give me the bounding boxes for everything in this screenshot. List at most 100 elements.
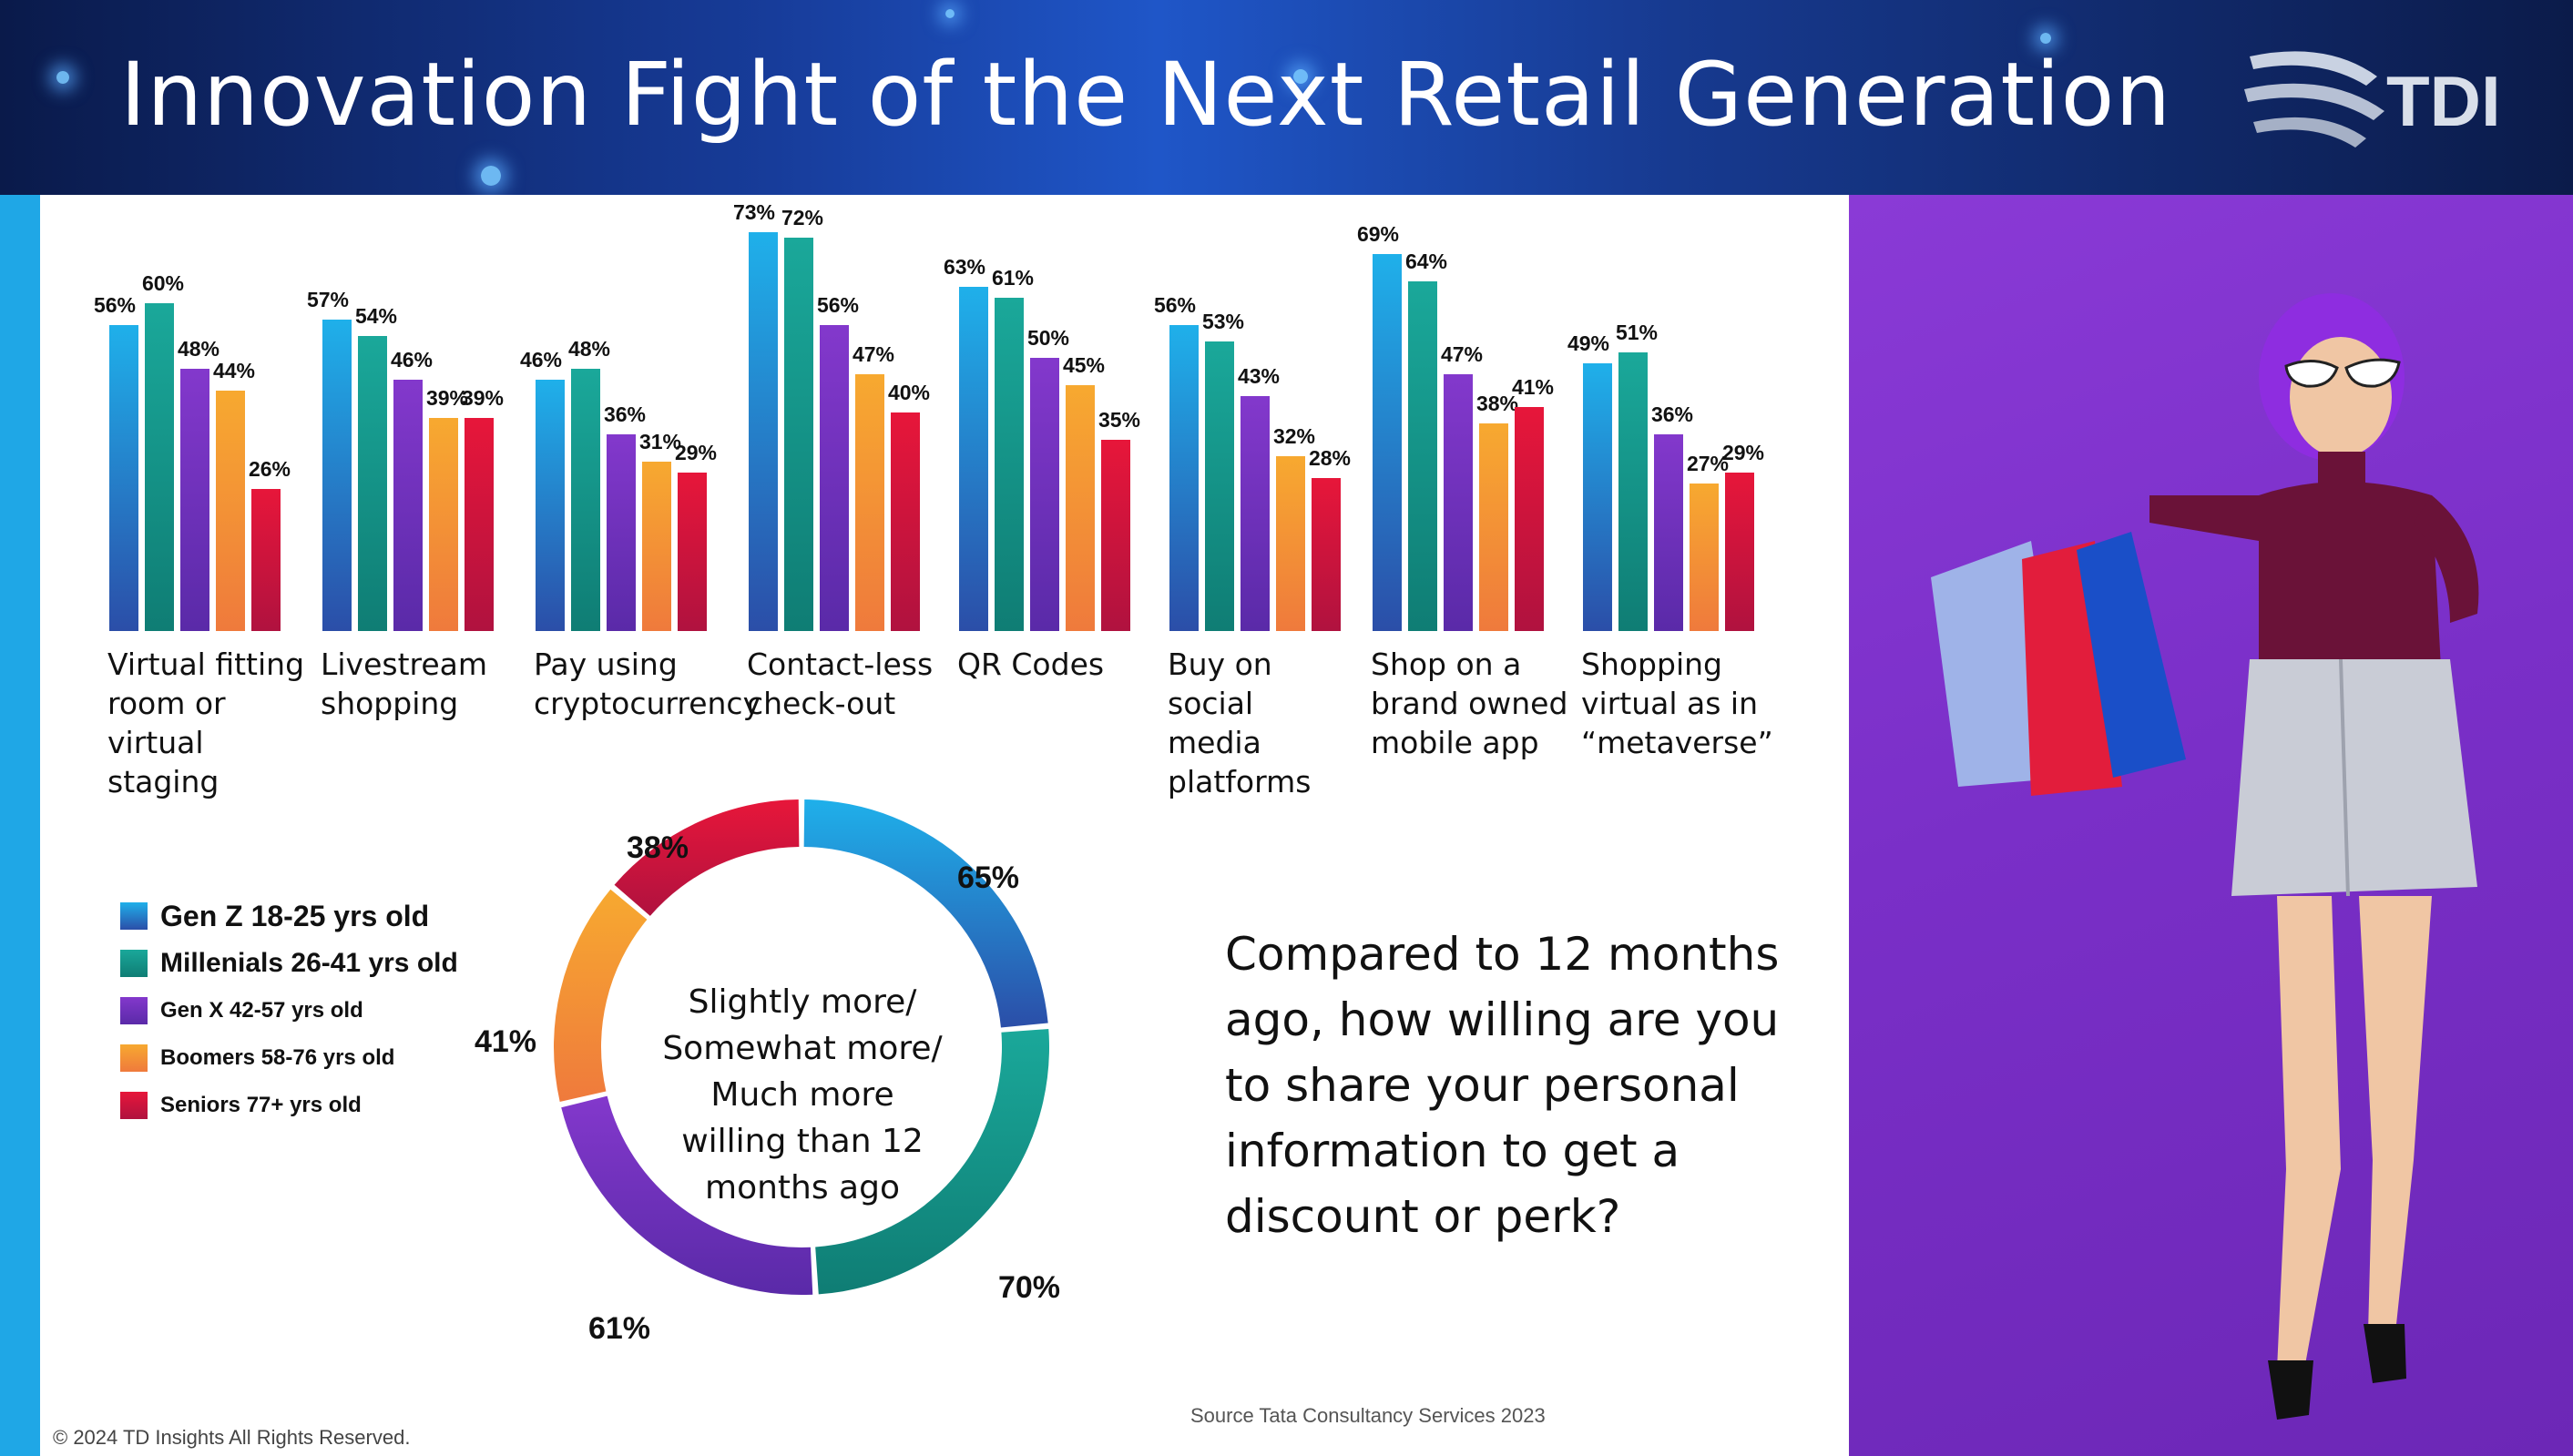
legend-swatch bbox=[120, 902, 148, 930]
shopper-photo bbox=[1849, 195, 2573, 1456]
category-label: Shop on a brand owned mobile app bbox=[1371, 647, 1568, 760]
bar bbox=[995, 298, 1024, 631]
bar bbox=[1241, 396, 1270, 631]
donut-center-label: Slightly more/Somewhat more/Much more wil… bbox=[658, 979, 947, 1211]
bar-value-label: 72% bbox=[781, 206, 823, 229]
donut-slice bbox=[561, 1095, 813, 1295]
category-label: Contact-less check-out bbox=[747, 647, 934, 721]
decorative-glow bbox=[56, 71, 69, 84]
accent-strip bbox=[0, 0, 40, 1456]
bar-value-label: 29% bbox=[675, 441, 717, 464]
bar-value-label: 56% bbox=[1154, 293, 1196, 317]
bar-value-label: 69% bbox=[1357, 222, 1399, 246]
legend: Gen Z 18-25 yrs old Millenials 26-41 yrs … bbox=[120, 892, 458, 1129]
survey-question: Compared to 12 months ago, how willing a… bbox=[1225, 928, 1780, 1243]
logo-text: TDI bbox=[2386, 61, 2501, 141]
bar bbox=[358, 336, 387, 631]
bar bbox=[429, 418, 458, 631]
bar bbox=[1205, 341, 1234, 631]
bar-value-label: 48% bbox=[178, 337, 220, 361]
bar-value-label: 56% bbox=[817, 293, 859, 317]
top-shape bbox=[2259, 482, 2441, 677]
legend-item: Gen Z 18-25 yrs old bbox=[120, 892, 458, 940]
bar-value-label: 46% bbox=[391, 348, 433, 372]
bar-value-label: 41% bbox=[1512, 375, 1554, 399]
bar bbox=[1479, 423, 1508, 631]
donut-slice-label: 61% bbox=[588, 1311, 650, 1346]
legend-item: Boomers 58-76 yrs old bbox=[120, 1034, 458, 1082]
bar-value-label: 53% bbox=[1202, 310, 1244, 333]
donut-slice bbox=[803, 799, 1048, 1028]
bar bbox=[1373, 254, 1402, 631]
legend-item: Millenials 26-41 yrs old bbox=[120, 940, 458, 987]
bar bbox=[465, 418, 494, 631]
donut-slice-label: 38% bbox=[627, 830, 689, 865]
bar bbox=[1515, 407, 1544, 631]
bar bbox=[145, 303, 174, 631]
bar bbox=[1101, 440, 1130, 631]
bar-value-label: 36% bbox=[1651, 402, 1693, 426]
category-label: Buy on social media platforms bbox=[1168, 647, 1312, 799]
bar bbox=[1312, 478, 1341, 631]
bar bbox=[393, 380, 423, 631]
bar bbox=[959, 287, 988, 631]
legend-label: Millenials 26-41 yrs old bbox=[160, 948, 458, 978]
donut-slice bbox=[815, 1028, 1049, 1295]
donut-center-line: Slightly more/ bbox=[688, 983, 917, 1021]
bar-value-label: 50% bbox=[1027, 326, 1069, 350]
legend-label: Boomers 58-76 yrs old bbox=[160, 1045, 395, 1070]
survey-chart: 56%60%48%44%26%57%54%46%39%39%46% 48%36%3… bbox=[94, 200, 1764, 1346]
bar-value-label: 32% bbox=[1273, 424, 1315, 448]
legend-item: Seniors 77+ yrs old bbox=[120, 1082, 458, 1129]
bar bbox=[1444, 374, 1473, 631]
bar bbox=[1276, 456, 1305, 631]
bar-value-label: 57% bbox=[307, 288, 349, 311]
decorative-glow bbox=[2040, 33, 2051, 44]
bar-value-label: 47% bbox=[853, 342, 894, 366]
bar-value-label: 46% bbox=[520, 348, 562, 372]
bar-value-label: 29% bbox=[1722, 441, 1764, 464]
donut-center-line: Somewhat more/ bbox=[662, 1030, 943, 1067]
decorative-glow bbox=[1293, 69, 1308, 84]
category-label: Shopping virtual as in “metaverse” bbox=[1581, 647, 1773, 760]
bar-value-label: 60% bbox=[142, 271, 184, 295]
bar bbox=[642, 462, 671, 631]
bar-value-label: 38% bbox=[1476, 392, 1518, 415]
decorative-glow bbox=[481, 166, 501, 186]
bar-value-label: 45% bbox=[1063, 353, 1105, 377]
right-arm-shape bbox=[2414, 495, 2479, 623]
bar bbox=[536, 380, 565, 631]
bar bbox=[1408, 281, 1437, 631]
bar bbox=[1654, 434, 1683, 631]
donut-slice-label: 41% bbox=[475, 1024, 536, 1059]
legend-label: Gen X 42-57 yrs old bbox=[160, 998, 363, 1023]
bar bbox=[1583, 363, 1612, 631]
bar-value-label: 28% bbox=[1309, 446, 1351, 470]
bar bbox=[820, 325, 849, 631]
category-label: Virtual fitting room or virtual staging bbox=[107, 647, 305, 799]
category-label: Pay using cryptocurrency bbox=[534, 647, 761, 721]
category-label: Livestream shopping bbox=[321, 647, 488, 721]
right-shoe-shape bbox=[2364, 1324, 2406, 1383]
face-shape bbox=[2290, 337, 2392, 457]
left-leg-shape bbox=[2277, 896, 2341, 1369]
bar-value-label: 36% bbox=[604, 402, 646, 426]
bar-value-label: 64% bbox=[1405, 249, 1447, 273]
bar bbox=[1066, 385, 1095, 631]
bar bbox=[784, 238, 813, 631]
donut-center-line: willing than 12 bbox=[681, 1123, 924, 1160]
bar bbox=[1169, 325, 1199, 631]
bar bbox=[322, 320, 352, 631]
left-shoe-shape bbox=[2268, 1360, 2313, 1420]
bar-value-label: 54% bbox=[355, 304, 397, 328]
bag-blue-dark bbox=[2077, 532, 2186, 778]
bar bbox=[251, 489, 281, 631]
bar-chart: 56%60%48%44%26%57%54%46%39%39%46% 48%36%3… bbox=[94, 200, 1764, 631]
page-title: Innovation Fight of the Next Retail Gene… bbox=[120, 44, 2172, 146]
bar bbox=[1690, 484, 1719, 631]
bar-value-label: 31% bbox=[639, 430, 681, 453]
bar bbox=[607, 434, 636, 631]
bar-value-label: 48% bbox=[568, 337, 610, 361]
title-banner: Innovation Fight of the Next Retail Gene… bbox=[0, 0, 2573, 195]
bar-value-label: 47% bbox=[1441, 342, 1483, 366]
